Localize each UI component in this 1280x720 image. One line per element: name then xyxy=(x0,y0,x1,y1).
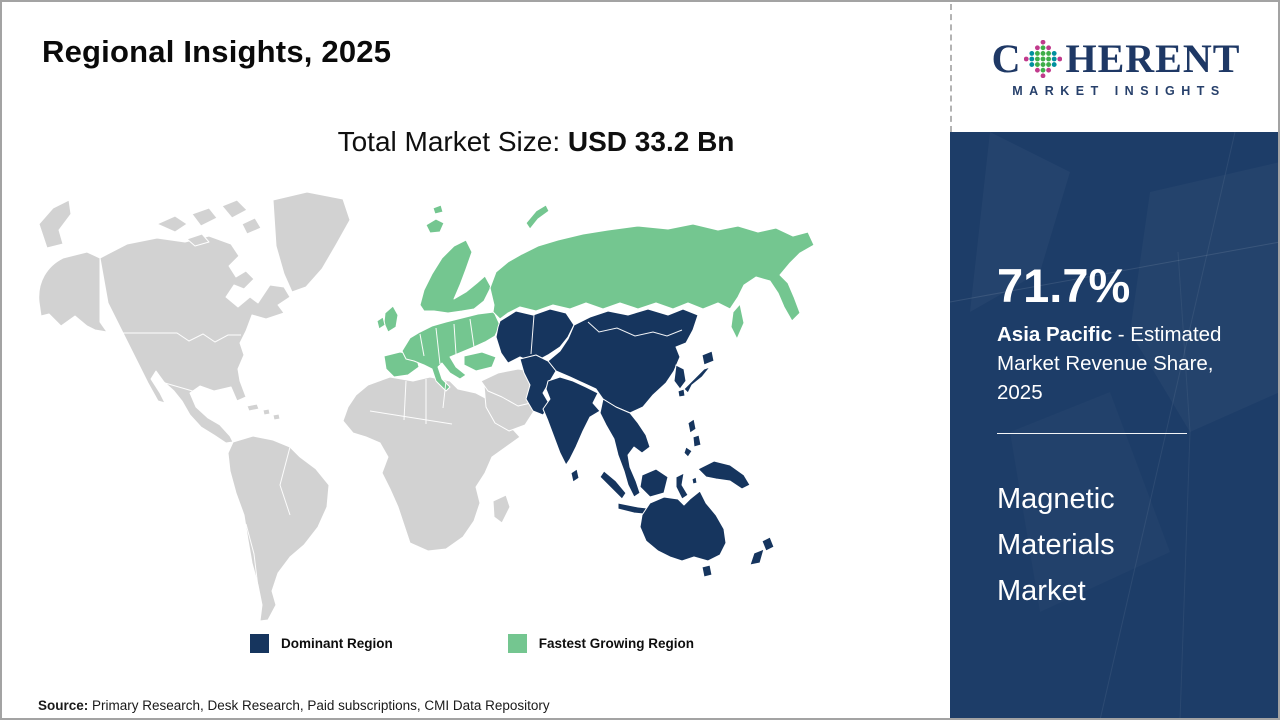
market-share-value: 71.7% xyxy=(997,259,1131,312)
map-legend: Dominant Region Fastest Growing Region xyxy=(37,634,907,653)
source-label: Source: xyxy=(38,698,89,713)
region-fastest-growing-europe xyxy=(376,204,815,392)
legend-swatch-dominant xyxy=(249,634,269,653)
logo-text-end: HERENT xyxy=(1065,35,1241,81)
logo-tagline: MARKET INSIGHTS xyxy=(1012,83,1226,98)
panel-divider-line xyxy=(997,432,1187,434)
world-map xyxy=(37,184,907,626)
logo-wordmark: C HERENT xyxy=(991,35,1241,81)
stat-panel: 71.7% Asia Pacific - Estimated Market Re… xyxy=(950,132,1278,718)
world-map-svg xyxy=(38,191,815,622)
country-border-lines xyxy=(102,314,683,605)
legend-item-fastest-growing: Fastest Growing Region xyxy=(507,634,694,653)
source-text: Primary Research, Desk Research, Paid su… xyxy=(88,698,550,713)
legend-item-dominant: Dominant Region xyxy=(249,634,393,653)
region-dominant-asia-pacific xyxy=(495,308,775,578)
market-share-region: Asia Pacific xyxy=(997,322,1113,346)
total-market-size-label: Total Market Size: xyxy=(337,126,568,157)
region-other-grey xyxy=(38,191,546,622)
legend-label-dominant: Dominant Region xyxy=(280,636,393,651)
panel-background-texture xyxy=(950,132,1278,718)
market-name: Magnetic Materials Market xyxy=(997,482,1115,607)
total-market-size-value: USD 33.2 Bn xyxy=(567,126,735,157)
total-market-size: Total Market Size: USD 33.2 Bn xyxy=(2,126,950,158)
market-share-desc-text: - Estimated Market Revenue Share, 2025 xyxy=(997,322,1222,404)
source-line: Source: Primary Research, Desk Research,… xyxy=(38,698,550,713)
company-logo: C HERENT MARKET INSIGHTS xyxy=(950,4,1278,132)
legend-label-fastest-growing: Fastest Growing Region xyxy=(538,636,694,651)
logo-globe-dots-icon xyxy=(1024,39,1063,78)
market-share-description: Asia Pacific - Estimated Market Revenue … xyxy=(997,320,1245,407)
page-title: Regional Insights, 2025 xyxy=(42,34,392,69)
logo-text-start: C xyxy=(991,35,1022,81)
legend-swatch-fastest-growing xyxy=(507,634,527,653)
